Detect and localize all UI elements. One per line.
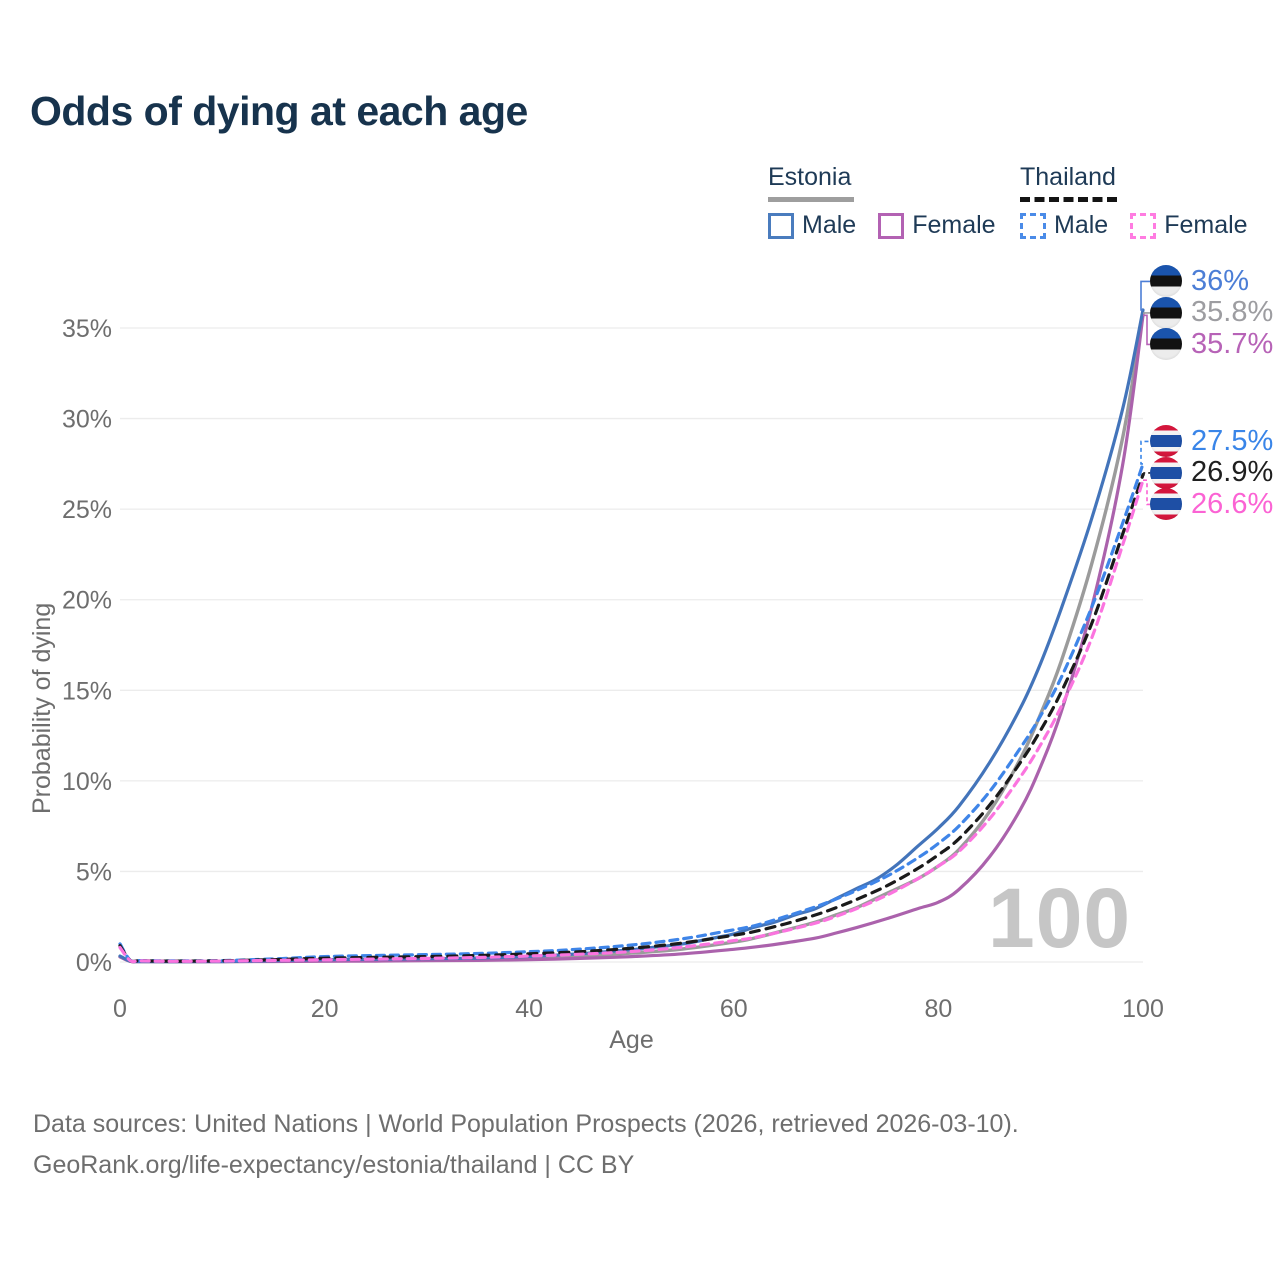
series-line-estonia-male[interactable] [118,308,1145,964]
end-label-row-estonia-female: 35.7% [1150,327,1273,361]
legend-item-label: Male [1054,211,1109,239]
x-tick-label: 40 [515,995,543,1023]
series-line-thailand-female[interactable] [118,478,1145,964]
legend-country-estonia: Estonia [768,163,996,202]
chart-title: Odds of dying at each age [30,88,528,134]
end-value-thailand-male: 27.5% [1191,424,1274,457]
estonia-flag-icon [1150,265,1182,298]
legend-group-estonia: Estonia Male Female [768,163,996,240]
thailand-male-swatch[interactable] [1020,212,1046,239]
end-value-estonia-female: 35.7% [1191,327,1274,360]
label-connector-estonia-female [1143,314,1150,346]
thailand-line-sample [1020,197,1117,202]
end-value-estonia-male: 36% [1191,264,1250,297]
end-value-thailand-female: 26.6% [1191,487,1274,520]
thailand-female-swatch[interactable] [1130,212,1157,239]
legend-country-label: Estonia [768,163,852,191]
legend-country-thailand: Thailand [1020,163,1248,202]
series-line-thailand-male[interactable] [118,462,1145,964]
y-tick-label: 30% [62,406,112,434]
label-connector-estonia-both [1143,312,1150,315]
legend-group-thailand: Thailand Male Female [1020,163,1248,240]
y-tick-label: 0% [76,949,112,977]
end-label-row-thailand-both: 26.9% [1150,456,1273,490]
x-tick-label: 20 [311,995,339,1023]
legend-item-label: Male [802,211,857,239]
end-label-row-thailand-female: 26.6% [1150,487,1273,521]
y-tick-label: 5% [76,858,112,886]
label-connector-thailand-male [1140,440,1150,465]
footer: Data sources: United Nations | World Pop… [33,1104,1019,1186]
estonia-female-swatch[interactable] [878,212,905,239]
legend-country-label: Thailand [1020,163,1116,191]
estonia-line-sample [768,197,854,202]
x-tick-label: 100 [1122,995,1164,1023]
end-label-row-estonia-male: 36% [1150,264,1249,298]
estonia-male-swatch[interactable] [768,212,794,239]
label-connector-thailand-both [1143,472,1150,476]
x-tick-label: 60 [720,995,748,1023]
y-tick-label: 35% [62,315,112,343]
end-value-estonia-both: 35.8% [1191,296,1274,329]
end-value-thailand-both: 26.9% [1191,456,1274,489]
series-line-thailand-both[interactable] [118,473,1145,964]
thailand-flag-icon [1150,488,1182,521]
x-axis-title: Age [609,1026,654,1054]
series-line-estonia-both[interactable] [118,311,1145,964]
y-tick-label: 15% [62,677,112,705]
data-sources-line: Data sources: United Nations | World Pop… [33,1110,1019,1138]
attribution-line[interactable]: GeoRank.org/life-expectancy/estonia/thai… [33,1151,635,1179]
hover-age-watermark: 100 [988,871,1132,965]
x-tick-label: 80 [924,995,952,1023]
estonia-flag-icon [1150,296,1182,329]
y-tick-label: 10% [62,768,112,796]
label-connector-thailand-female [1143,479,1150,506]
thailand-flag-icon [1150,456,1182,489]
series-line-estonia-female[interactable] [118,313,1145,964]
end-label-row-estonia-both: 35.8% [1150,296,1273,330]
end-label-row-thailand-male: 27.5% [1150,424,1273,458]
legend-item-label: Female [1164,211,1248,239]
thailand-flag-icon [1150,425,1182,458]
y-tick-label: 25% [62,496,112,524]
estonia-flag-icon [1150,328,1182,361]
y-tick-label: 20% [62,587,112,615]
x-tick-label: 0 [113,995,127,1023]
label-connector-estonia-male [1140,280,1150,311]
legend-item-label: Female [912,211,996,239]
